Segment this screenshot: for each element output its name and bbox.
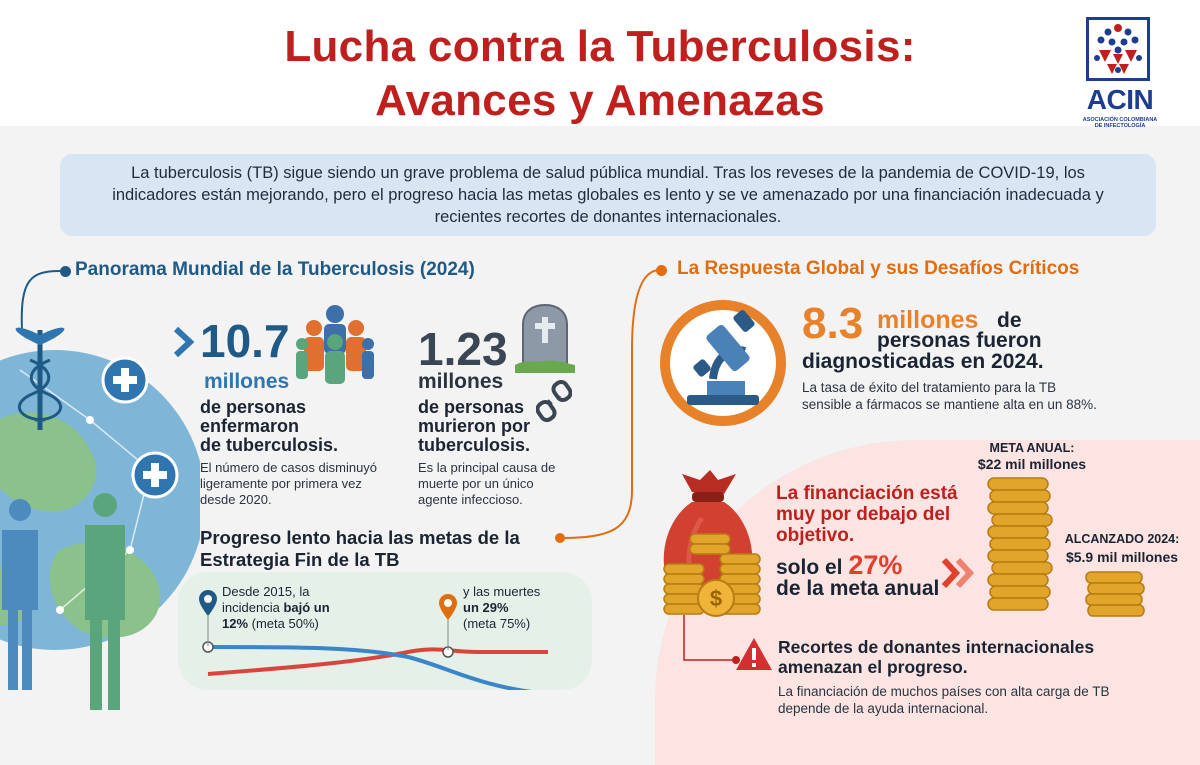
annual-goal-label: META ANUAL: bbox=[989, 441, 1075, 455]
cases-value: 10.7 bbox=[200, 315, 290, 367]
cases-line1: de personas bbox=[200, 397, 307, 417]
diagnosed-value: 8.3 bbox=[802, 299, 864, 348]
acin-logo-icon bbox=[1086, 17, 1150, 81]
progress-trend-lines bbox=[202, 641, 548, 690]
pin-stem-left bbox=[207, 616, 209, 646]
progress-title-line1: Progreso lento hacia las metas de la bbox=[200, 527, 520, 548]
section-bullet-dot bbox=[656, 265, 667, 276]
incidence-line2: incidencia bajó un bbox=[222, 600, 330, 615]
connector-lines bbox=[20, 269, 660, 543]
diagnosed-note2: sensible a fármacos se mantiene alta en … bbox=[802, 397, 1097, 412]
cuts-note1: La financiación de muchos países con alt… bbox=[778, 684, 1110, 699]
chevrons-right-icon bbox=[941, 557, 975, 589]
svg-text:$: $ bbox=[710, 586, 722, 611]
diagnosed-unit: millones bbox=[877, 306, 979, 334]
cuts-connector bbox=[683, 615, 740, 664]
deaths-unit: millones bbox=[418, 370, 504, 393]
diagnosed-de: de bbox=[997, 309, 1022, 332]
logo-subtext: ASOCIACIÓN COLOMBIANA DE INFECTOLOGÍA bbox=[1082, 117, 1158, 129]
section-title-panorama: Panorama Mundial de la Tuberculosis (202… bbox=[75, 259, 475, 280]
deaths-line3: tuberculosis. bbox=[418, 435, 531, 455]
coin-stacks-icon: $ bbox=[663, 533, 761, 617]
warning-icon bbox=[736, 638, 772, 670]
tombstone-icon bbox=[515, 303, 575, 373]
deaths-progress-line2: un 29% bbox=[463, 600, 509, 615]
cases-unit: millones bbox=[204, 370, 290, 393]
cuts-line1: Recortes de donantes internacionales bbox=[778, 637, 1095, 657]
intro-banner: La tuberculosis (TB) sigue siendo un gra… bbox=[60, 154, 1156, 236]
section-title-response: La Respuesta Global y sus Desafíos Críti… bbox=[677, 258, 1080, 279]
incidence-line3: 12% (meta 50%) bbox=[222, 616, 319, 631]
funding-line1: La financiación está bbox=[776, 483, 958, 504]
page-title-line1: Lucha contra la Tuberculosis: bbox=[284, 22, 916, 71]
caduceus-icon bbox=[15, 327, 65, 430]
deaths-line2: murieron por bbox=[418, 416, 531, 436]
globe-with-people-icon bbox=[0, 327, 200, 710]
funding-meta-line: de la meta anual bbox=[776, 577, 940, 600]
short-coin-stack-icon bbox=[1085, 571, 1145, 617]
broken-chain-icon bbox=[536, 380, 572, 422]
progress-title-line2: Estrategia Fin de la TB bbox=[200, 549, 400, 570]
deaths-note2: muerte por un único bbox=[418, 476, 534, 491]
header bbox=[0, 0, 1200, 126]
chevron-right-icon bbox=[173, 326, 195, 358]
logo-text: ACIN bbox=[1086, 84, 1154, 115]
tall-coin-stack-icon bbox=[987, 477, 1053, 611]
cases-note2: ligeramente por primera vez bbox=[200, 476, 362, 491]
cases-note3: desde 2020. bbox=[200, 492, 272, 507]
location-pin-icon bbox=[439, 594, 457, 620]
funding-line2: muy por debajo del bbox=[776, 504, 951, 525]
reached-label: ALCANZADO 2024: bbox=[1064, 532, 1180, 546]
cases-note1: El número de casos disminuyó bbox=[200, 460, 378, 475]
location-pin-icon bbox=[199, 590, 217, 616]
diagnosed-note1: La tasa de éxito del tratamiento para la… bbox=[802, 380, 1057, 395]
funding-solo: solo el 27% bbox=[776, 550, 903, 580]
microscope-icon bbox=[660, 300, 786, 426]
deaths-line1: de personas bbox=[418, 397, 525, 417]
deaths-value: 1.23 bbox=[418, 323, 508, 375]
cuts-line2: amenazan el progreso. bbox=[778, 657, 968, 677]
section-bullet-dot bbox=[60, 266, 71, 277]
diagnosed-line3: diagnosticadas en 2024. bbox=[802, 350, 1044, 373]
incidence-line1: Desde 2015, la bbox=[222, 584, 310, 599]
people-group-icon bbox=[296, 305, 374, 384]
cuts-note2: depende de la ayuda internacional. bbox=[778, 701, 989, 716]
intro-text: La tuberculosis (TB) sigue siendo un gra… bbox=[112, 164, 1104, 226]
deaths-progress-line1: y las muertes bbox=[463, 584, 541, 599]
deaths-progress-line3: (meta 75%) bbox=[463, 616, 531, 631]
deaths-note3: agente infeccioso. bbox=[418, 492, 523, 507]
cases-line3: de tuberculosis. bbox=[200, 435, 339, 455]
pin-stem-right bbox=[447, 620, 449, 650]
page-title-line2: Avances y Amenazas bbox=[375, 76, 825, 125]
annual-goal-value: $22 mil millones bbox=[977, 456, 1087, 472]
diagnosed-line2: personas fueron bbox=[877, 329, 1042, 352]
deaths-note1: Es la principal causa de bbox=[418, 460, 556, 475]
cases-line2: enfermaron bbox=[200, 416, 300, 436]
reached-value: $5.9 mil millones bbox=[1065, 549, 1179, 565]
funding-line3: objetivo. bbox=[776, 525, 855, 546]
